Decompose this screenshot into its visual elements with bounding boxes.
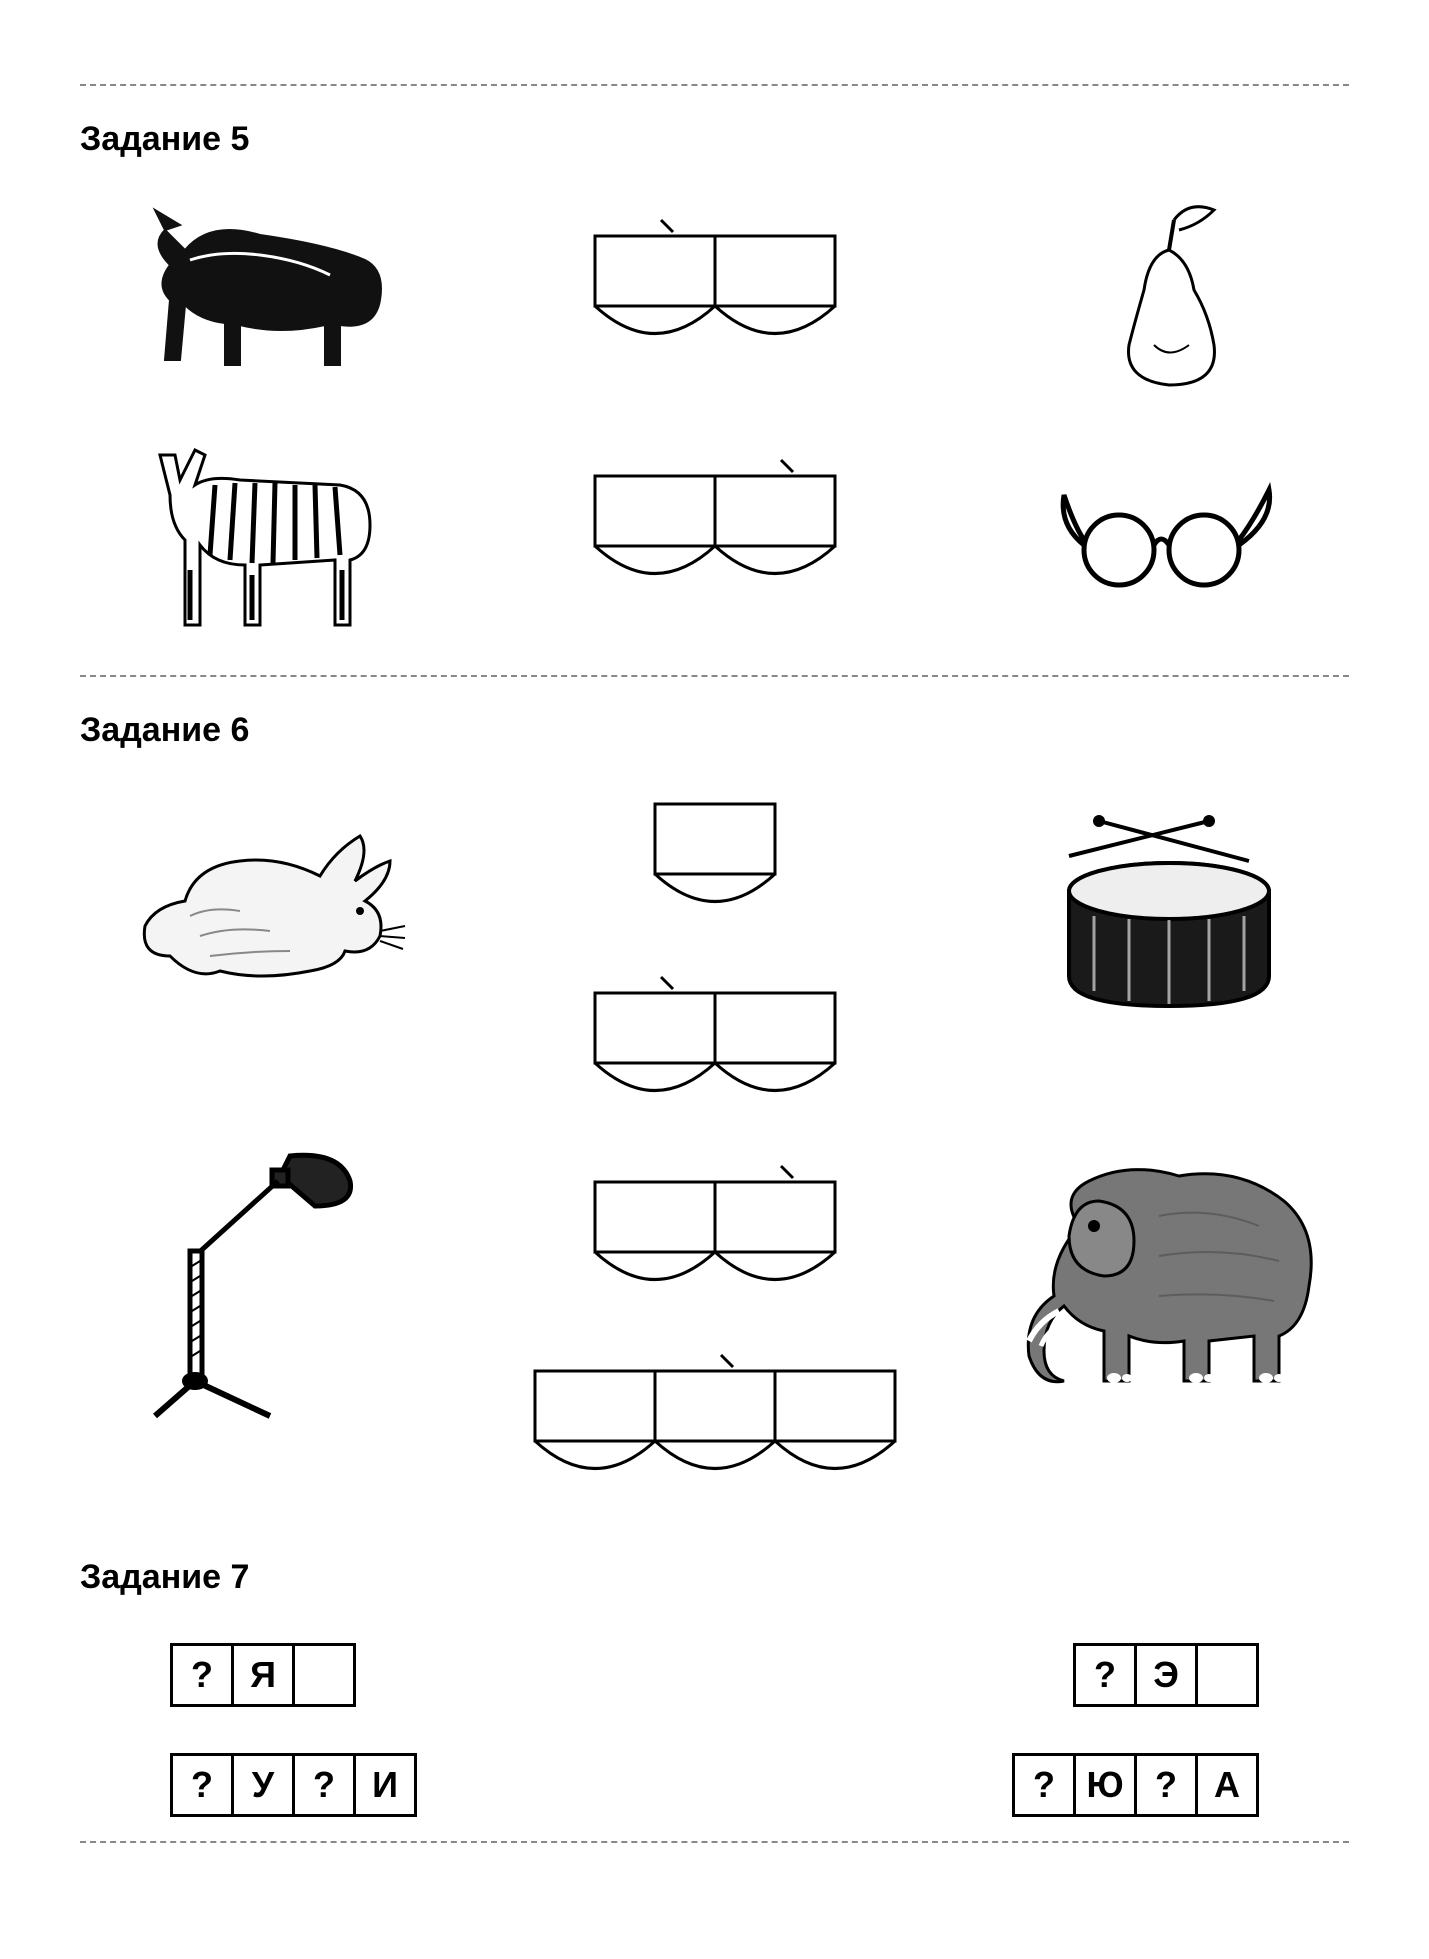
syllable-diagram xyxy=(653,786,777,941)
glasses-illustration xyxy=(989,465,1349,605)
zebra-illustration xyxy=(80,425,440,645)
task5-title: Задание 5 xyxy=(80,120,1349,159)
letter-box[interactable]: Э xyxy=(1134,1643,1198,1707)
syllable-diagram xyxy=(533,1353,897,1508)
letter-box[interactable] xyxy=(292,1643,356,1707)
letter-group: ?Ю?А xyxy=(1012,1753,1259,1817)
letter-box[interactable]: ? xyxy=(170,1753,234,1817)
letter-box[interactable]: ? xyxy=(292,1753,356,1817)
elephant-illustration xyxy=(1009,1146,1329,1406)
letter-box[interactable]: Ю xyxy=(1073,1753,1137,1817)
task7-title: Задание 7 xyxy=(80,1558,1349,1597)
syllable-diagram xyxy=(495,218,935,373)
letter-box[interactable]: У xyxy=(231,1753,295,1817)
letter-group: ?Я xyxy=(170,1643,356,1707)
drum-illustration xyxy=(1039,806,1299,1026)
letter-box[interactable]: ? xyxy=(1134,1753,1198,1817)
letter-box[interactable]: Я xyxy=(231,1643,295,1707)
letter-box[interactable]: И xyxy=(353,1753,417,1817)
letter-box[interactable] xyxy=(1195,1643,1259,1707)
syllable-diagram xyxy=(495,458,935,613)
divider xyxy=(80,1841,1349,1843)
fox-illustration xyxy=(80,205,440,385)
syllable-diagram xyxy=(593,975,837,1130)
divider xyxy=(80,675,1349,677)
letter-box[interactable]: А xyxy=(1195,1753,1259,1817)
pear-illustration xyxy=(989,195,1349,395)
letter-group: ?У?И xyxy=(170,1753,417,1817)
lamp-illustration xyxy=(140,1126,380,1426)
syllable-diagram xyxy=(593,1164,837,1319)
task6-title: Задание 6 xyxy=(80,711,1349,750)
letter-box[interactable]: ? xyxy=(170,1643,234,1707)
letter-box[interactable]: ? xyxy=(1073,1643,1137,1707)
letter-group: ?Э xyxy=(1073,1643,1259,1707)
rabbit-illustration xyxy=(110,806,410,1006)
letter-box[interactable]: ? xyxy=(1012,1753,1076,1817)
divider xyxy=(80,84,1349,86)
